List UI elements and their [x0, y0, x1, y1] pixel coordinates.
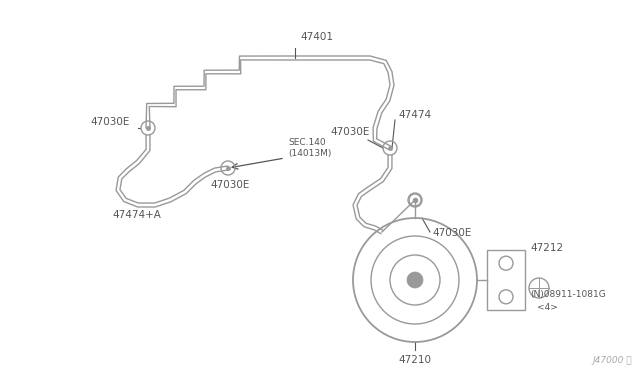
Text: 47210: 47210: [399, 355, 431, 365]
Text: <4>: <4>: [537, 302, 558, 311]
Text: J47000 か: J47000 か: [593, 356, 632, 365]
Text: 47030E: 47030E: [330, 127, 369, 137]
Text: 47030E: 47030E: [210, 180, 250, 190]
Text: 47474+A: 47474+A: [112, 210, 161, 220]
Text: 47212: 47212: [530, 243, 563, 253]
Text: (N)08911-1081G: (N)08911-1081G: [530, 291, 605, 299]
Text: 47030E: 47030E: [432, 228, 472, 238]
Bar: [487, 250, 525, 310]
Text: 47401: 47401: [300, 32, 333, 42]
Text: 47030E: 47030E: [90, 117, 129, 127]
Text: SEC.140
(14013M): SEC.140 (14013M): [288, 138, 332, 158]
Text: 47474: 47474: [398, 110, 431, 120]
Circle shape: [407, 272, 423, 288]
